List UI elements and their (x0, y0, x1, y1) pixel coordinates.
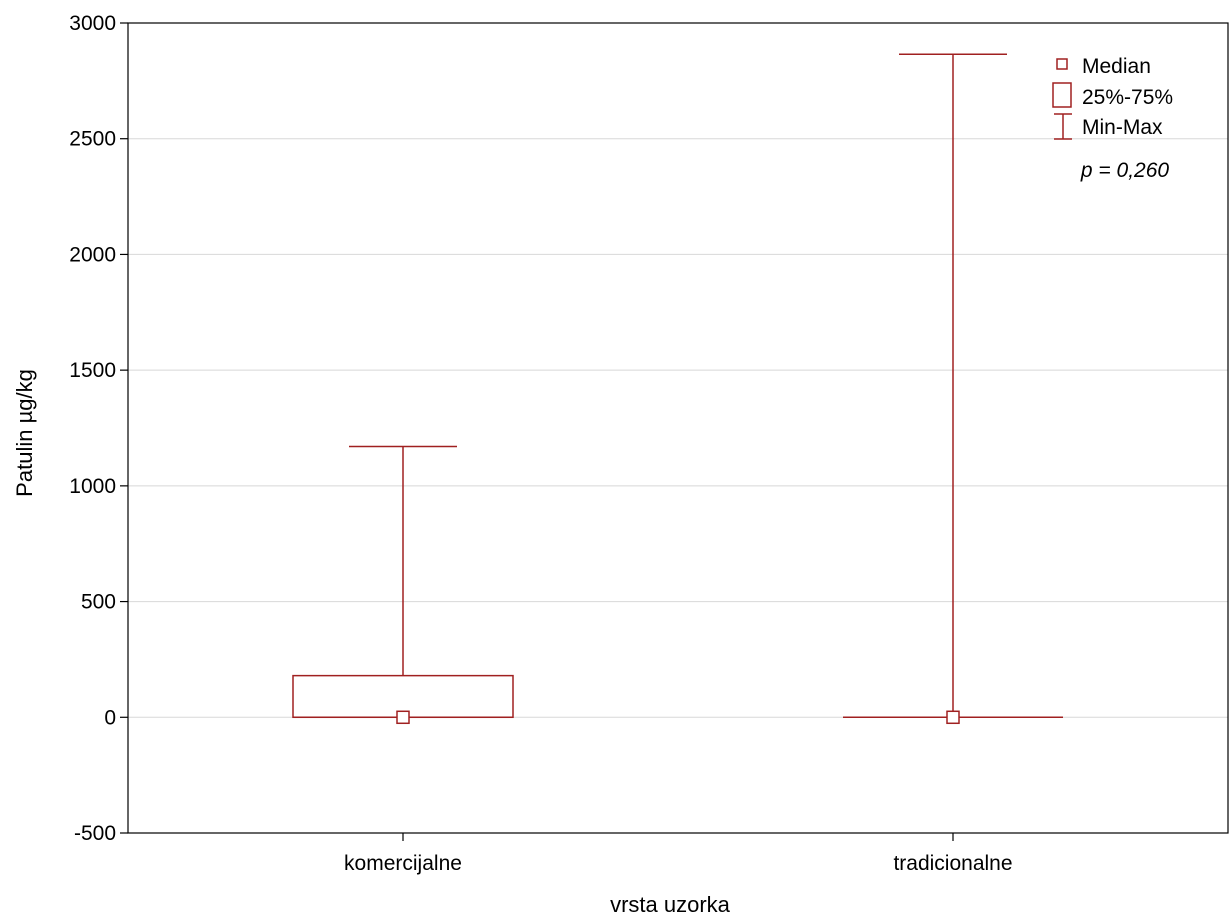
y-tick-label: 1500 (69, 359, 116, 382)
legend-box-label: 25%-75% (1082, 86, 1173, 109)
y-tick-label: 2500 (69, 128, 116, 151)
y-tick-label: 1000 (69, 475, 116, 498)
y-axis-title: Patulin µg/kg (12, 369, 37, 497)
box-tradicionalne (843, 53, 1063, 725)
legend-whisker-label: Min-Max (1082, 116, 1163, 139)
y-tick-label: 0 (104, 706, 116, 729)
y-tick-label: 2000 (69, 243, 116, 266)
legend: Median 25%-75% Min-Max p = 0,260 (1052, 55, 1173, 182)
y-tick-label: -500 (74, 822, 116, 845)
gridlines (128, 138, 1228, 718)
x-tick-label: tradicionalne (893, 852, 1012, 875)
x-tick-label: komercijalne (344, 852, 462, 875)
median-marker (946, 710, 960, 725)
y-axis: -500 0 500 1000 1500 2000 2500 3000 (69, 12, 128, 845)
x-axis-title: vrsta uzorka (610, 892, 731, 917)
plot-frame (127, 22, 1229, 834)
median-marker (396, 710, 410, 725)
legend-box-icon (1052, 82, 1072, 108)
y-tick-label: 3000 (69, 12, 116, 35)
legend-median-label: Median (1082, 55, 1151, 78)
x-axis: komercijalne tradicionalne (344, 833, 1013, 875)
p-value-annotation: p = 0,260 (1080, 159, 1169, 182)
boxes (292, 53, 1063, 725)
y-tick-label: 500 (81, 591, 116, 614)
legend-median-icon (1056, 58, 1068, 70)
box-komercijalne (292, 445, 514, 725)
